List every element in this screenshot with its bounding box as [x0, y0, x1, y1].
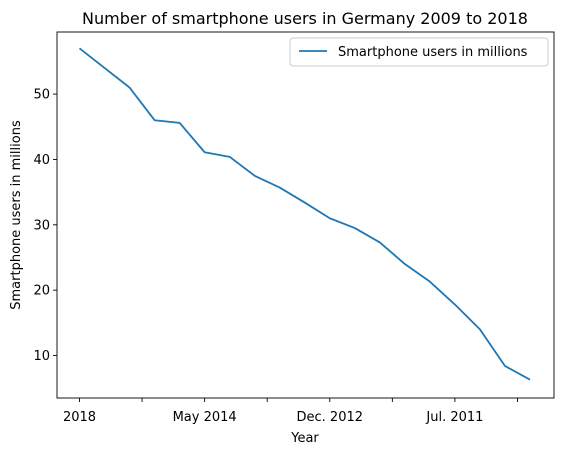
data-point [104, 67, 106, 69]
data-point [179, 122, 181, 124]
series-layer [78, 47, 531, 381]
x-tick-label: 2018 [63, 410, 96, 425]
data-point [429, 281, 431, 283]
legend-label: Smartphone users in millions [338, 45, 528, 60]
data-point [454, 304, 456, 306]
data-point [504, 365, 506, 367]
series-line [78, 47, 531, 381]
data-point [204, 151, 206, 153]
chart-title: Number of smartphone users in Germany 20… [82, 9, 528, 28]
data-point [404, 263, 406, 265]
y-tick-label: 50 [33, 88, 50, 103]
data-point [354, 227, 356, 229]
data-point [529, 379, 531, 381]
data-point [379, 242, 381, 244]
data-point [329, 217, 331, 219]
data-point [479, 328, 481, 330]
y-tick-label: 40 [33, 153, 50, 168]
y-axis-label: Smartphone users in millions [9, 120, 24, 310]
y-axis: 10 20 30 40 50 [33, 88, 57, 364]
x-axis-label: Year [290, 431, 319, 446]
legend-box [289, 37, 549, 67]
plot-area [56, 31, 555, 399]
x-axis: 2018 May 2014 Dec. 2012 Jul. 2011 [63, 398, 518, 425]
data-point [229, 156, 231, 158]
y-tick-label: 10 [33, 349, 50, 364]
data-point [129, 87, 131, 89]
x-tick-label: May 2014 [173, 410, 237, 425]
x-tick-label: Jul. 2011 [425, 410, 483, 425]
data-point [254, 175, 256, 177]
x-tick-label: Dec. 2012 [297, 410, 364, 425]
data-point [154, 119, 156, 121]
legend: Smartphone users in millions [289, 37, 549, 67]
y-tick-label: 20 [33, 284, 50, 299]
data-point [279, 187, 281, 189]
y-tick-label: 30 [33, 218, 50, 233]
data-point [79, 47, 81, 49]
data-point [304, 202, 306, 204]
